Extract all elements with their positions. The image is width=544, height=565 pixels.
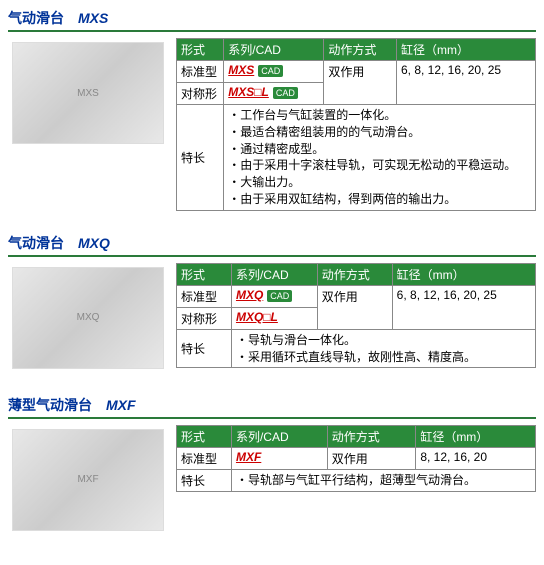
product-image-box: MXQ bbox=[8, 263, 176, 373]
cell-bore: 6, 8, 12, 16, 20, 25 bbox=[392, 285, 535, 329]
feature-row: 特长・导轨部与气缸平行结构，超薄型气动滑台。 bbox=[177, 469, 536, 491]
series-link[interactable]: MXF bbox=[236, 450, 261, 464]
cell-action: 双作用 bbox=[327, 447, 416, 469]
feature-row: 特长・工作台与气缸装置的一体化。・最适合精密组装用的的气动滑台。・通过精密成型。… bbox=[177, 105, 536, 211]
cad-badge[interactable]: CAD bbox=[258, 65, 283, 77]
table-row: 标准型MXQCAD双作用6, 8, 12, 16, 20, 25 bbox=[177, 285, 536, 307]
table-header: 形式 bbox=[177, 39, 224, 61]
cell-series: MXS□L CAD bbox=[224, 83, 324, 105]
table-header: 形式 bbox=[177, 425, 232, 447]
title-row: 薄型气动滑台 MXF bbox=[8, 395, 536, 419]
product-block: 薄型气动滑台MXFMXF形式系列/CAD动作方式缸径（mm）标准型MXF双作用8… bbox=[8, 395, 536, 535]
table-header: 形式 bbox=[177, 263, 232, 285]
title-cn: 薄型气动滑台 bbox=[8, 397, 92, 413]
feature-label: 特长 bbox=[177, 105, 224, 211]
spec-table: 形式系列/CAD动作方式缸径（mm） 标准型 MXS CAD 双作用6, 8, 12, … bbox=[176, 38, 536, 211]
content-row: MXQ 形式系列/CAD动作方式缸径（mm） 标准型 MXQ CAD 双作用6, 8, 1… bbox=[8, 263, 536, 373]
title-model: MXQ bbox=[78, 235, 110, 251]
table-header: 动作方式 bbox=[327, 425, 416, 447]
cell-type: 标准型 bbox=[177, 447, 232, 469]
feature-cell: ・导轨与滑台一体化。・采用循环式直线导轨，故刚性高、精度高。 bbox=[231, 329, 535, 368]
cell-type: 标准型 bbox=[177, 61, 224, 83]
feature-item: ・由于采用双缸结构，得到两倍的输出力。 bbox=[228, 191, 531, 208]
content-row: MXS 形式系列/CAD动作方式缸径（mm） 标准型 MXS CAD 双作用6, 8, 1… bbox=[8, 38, 536, 211]
feature-cell: ・工作台与气缸装置的一体化。・最适合精密组装用的的气动滑台。・通过精密成型。・由… bbox=[224, 105, 536, 211]
cell-type: 对称形 bbox=[177, 83, 224, 105]
table-header: 系列/CAD bbox=[231, 425, 327, 447]
feature-item: ・采用循环式直线导轨，故刚性高、精度高。 bbox=[236, 349, 531, 366]
table-header: 动作方式 bbox=[324, 39, 397, 61]
series-link[interactable]: MXQ□L bbox=[236, 310, 278, 324]
table-header: 系列/CAD bbox=[231, 263, 317, 285]
cad-badge[interactable]: CAD bbox=[267, 290, 292, 302]
product-block: 气动滑台MXSMXS形式系列/CAD动作方式缸径（mm）标准型MXSCAD双作用… bbox=[8, 8, 536, 211]
series-link[interactable]: MXS□L bbox=[228, 85, 269, 99]
table-row: 标准型 MXF 双作用8, 12, 16, 20 bbox=[177, 447, 536, 469]
table-row: 标准型MXSCAD双作用6, 8, 12, 16, 20, 25 bbox=[177, 61, 536, 83]
cell-bore: 6, 8, 12, 16, 20, 25 bbox=[396, 61, 535, 105]
series-link[interactable]: MXS bbox=[228, 63, 254, 77]
cad-badge[interactable]: CAD bbox=[273, 87, 298, 99]
feature-item: ・大输出力。 bbox=[228, 174, 531, 191]
product-image-box: MXF bbox=[8, 425, 176, 535]
series-link[interactable]: MXQ bbox=[236, 288, 263, 302]
feature-item: ・导轨与滑台一体化。 bbox=[236, 332, 531, 349]
feature-label: 特长 bbox=[177, 469, 232, 491]
spec-table: 形式系列/CAD动作方式缸径（mm） 标准型 MXQ CAD 双作用6, 8, 12, … bbox=[176, 263, 536, 369]
table-header: 系列/CAD bbox=[224, 39, 324, 61]
title-row: 气动滑台 MXQ bbox=[8, 233, 536, 257]
title-cn: 气动滑台 bbox=[8, 10, 64, 26]
feature-item: ・通过精密成型。 bbox=[228, 141, 531, 158]
feature-cell: ・导轨部与气缸平行结构，超薄型气动滑台。 bbox=[231, 469, 535, 491]
feature-label: 特长 bbox=[177, 329, 232, 368]
product-block: 气动滑台MXQMXQ形式系列/CAD动作方式缸径（mm）标准型MXQCAD双作用… bbox=[8, 233, 536, 373]
table-header: 缸径（mm） bbox=[416, 425, 536, 447]
cell-series: MXQ CAD bbox=[231, 285, 317, 307]
cell-type: 标准型 bbox=[177, 285, 232, 307]
title-model: MXS bbox=[78, 10, 108, 26]
cell-series: MXQ□L bbox=[231, 307, 317, 329]
product-image-box: MXS bbox=[8, 38, 176, 148]
title-row: 气动滑台 MXS bbox=[8, 8, 536, 32]
content-row: MXF 形式系列/CAD动作方式缸径（mm） 标准型 MXF 双作用8, 12, 16,… bbox=[8, 425, 536, 535]
feature-item: ・最适合精密组装用的的气动滑台。 bbox=[228, 124, 531, 141]
cell-series: MXS CAD bbox=[224, 61, 324, 83]
cell-action: 双作用 bbox=[317, 285, 392, 329]
cell-series: MXF bbox=[231, 447, 327, 469]
product-image: MXQ bbox=[12, 267, 164, 369]
feature-item: ・工作台与气缸装置的一体化。 bbox=[228, 107, 531, 124]
cell-bore: 8, 12, 16, 20 bbox=[416, 447, 536, 469]
feature-item: ・导轨部与气缸平行结构，超薄型气动滑台。 bbox=[236, 472, 531, 489]
cell-action: 双作用 bbox=[324, 61, 397, 105]
feature-row: 特长・导轨与滑台一体化。・采用循环式直线导轨，故刚性高、精度高。 bbox=[177, 329, 536, 368]
product-image: MXF bbox=[12, 429, 164, 531]
table-header: 缸径（mm） bbox=[392, 263, 535, 285]
feature-item: ・由于采用十字滚柱导轨，可实现无松动的平稳运动。 bbox=[228, 157, 531, 174]
title-model: MXF bbox=[106, 397, 136, 413]
cell-type: 对称形 bbox=[177, 307, 232, 329]
title-cn: 气动滑台 bbox=[8, 235, 64, 251]
table-header: 缸径（mm） bbox=[396, 39, 535, 61]
product-image: MXS bbox=[12, 42, 164, 144]
table-header: 动作方式 bbox=[317, 263, 392, 285]
spec-table: 形式系列/CAD动作方式缸径（mm） 标准型 MXF 双作用8, 12, 16, 20… bbox=[176, 425, 536, 492]
